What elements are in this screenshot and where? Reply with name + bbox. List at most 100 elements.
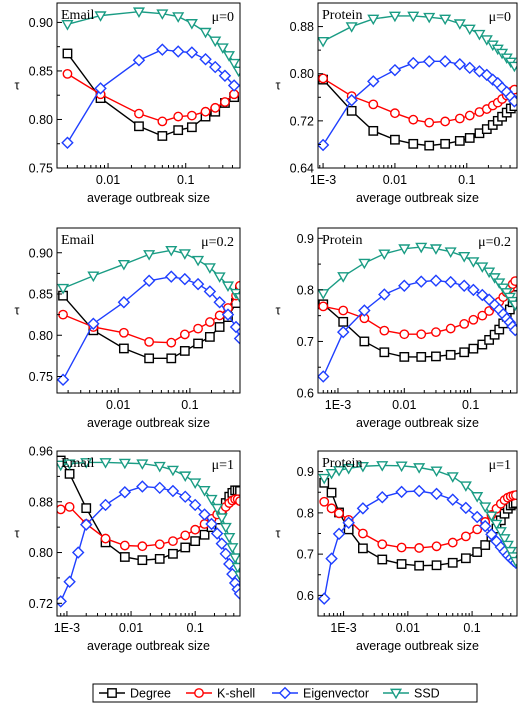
data-point-ssd bbox=[99, 458, 112, 469]
data-point-k-shell bbox=[510, 276, 517, 287]
series-k-shell bbox=[318, 276, 517, 340]
legend-label: Degree bbox=[130, 687, 171, 701]
data-point-ssd bbox=[87, 271, 100, 283]
data-point-eigenvector bbox=[221, 308, 235, 321]
data-point-eigenvector bbox=[71, 546, 85, 559]
data-point-ssd bbox=[192, 255, 205, 267]
data-point-degree bbox=[396, 559, 407, 569]
data-point-ssd bbox=[429, 244, 442, 255]
y-tick-label: 0.88 bbox=[29, 495, 53, 509]
data-point-ssd bbox=[185, 19, 198, 30]
data-point-k-shell bbox=[454, 113, 465, 124]
plot-area bbox=[57, 245, 240, 387]
chart-panel-3: 0.75 0.80 0.85 0.90 0.01 0.1 average outbreak … bbox=[15, 227, 241, 430]
series-eigenvector bbox=[61, 43, 240, 150]
data-point-k-shell bbox=[144, 336, 155, 347]
data-point-ssd bbox=[473, 29, 486, 41]
x-axis-label: average outbreak size bbox=[356, 416, 479, 430]
data-point-degree bbox=[359, 336, 370, 347]
x-tick-label: 0.1 bbox=[458, 173, 475, 187]
data-point-ssd bbox=[153, 461, 166, 473]
data-point-ssd bbox=[63, 459, 76, 470]
data-point-degree bbox=[346, 105, 357, 116]
data-point-degree bbox=[368, 125, 379, 136]
y-tick-label: 0.9 bbox=[297, 465, 314, 479]
data-point-eigenvector bbox=[63, 575, 76, 588]
data-point-ssd bbox=[430, 466, 443, 478]
data-point-eigenvector bbox=[61, 136, 74, 150]
data-point-k-shell bbox=[334, 508, 344, 519]
data-point-ssd bbox=[221, 281, 235, 292]
data-point-eigenvector bbox=[209, 60, 222, 74]
chart-panel-1: 0.75 0.80 0.85 0.90 0.01 0.1 average outbreak … bbox=[15, 2, 241, 205]
data-point-k-shell bbox=[440, 116, 451, 127]
data-point-eigenvector bbox=[118, 486, 132, 499]
data-point-degree bbox=[134, 121, 144, 132]
y-tick-label: 0.8 bbox=[297, 283, 314, 297]
data-point-k-shell bbox=[204, 317, 215, 327]
data-point-eigenvector bbox=[156, 43, 169, 56]
data-point-ssd bbox=[166, 465, 179, 477]
data-point-ssd bbox=[198, 486, 211, 497]
plot-area bbox=[318, 461, 517, 605]
panel-title: Protein bbox=[322, 8, 362, 23]
y-axis-label: τ bbox=[276, 79, 281, 93]
data-point-ssd bbox=[231, 562, 240, 574]
data-point-degree bbox=[468, 343, 479, 354]
data-point-ssd bbox=[228, 58, 240, 70]
data-point-ssd bbox=[223, 532, 236, 544]
legend-item-degree: Degree bbox=[99, 687, 171, 701]
data-point-eigenvector bbox=[429, 274, 443, 287]
y-tick-label: 0.80 bbox=[29, 546, 53, 560]
data-point-k-shell bbox=[358, 528, 368, 539]
data-point-eigenvector bbox=[142, 274, 156, 288]
y-axis-label: τ bbox=[15, 527, 20, 541]
data-point-eigenvector bbox=[508, 95, 517, 108]
data-point-ssd bbox=[332, 466, 346, 477]
data-point-ssd bbox=[165, 245, 178, 257]
x-tick-label: 0.01 bbox=[392, 398, 416, 412]
data-point-k-shell bbox=[472, 524, 483, 535]
data-point-ssd bbox=[229, 553, 240, 564]
data-point-ssd bbox=[490, 519, 503, 531]
y-tick-label: 0.9 bbox=[297, 232, 314, 246]
data-point-ssd bbox=[57, 460, 67, 472]
series-ssd bbox=[318, 242, 517, 312]
data-point-eigenvector bbox=[422, 55, 436, 68]
mu-label: μ=0 bbox=[212, 10, 234, 25]
x-tick-label: 0.01 bbox=[119, 621, 143, 635]
data-point-k-shell bbox=[58, 309, 68, 320]
data-point-degree bbox=[431, 351, 441, 362]
y-tick-label: 0.80 bbox=[290, 67, 314, 81]
x-tick-label: 0.1 bbox=[462, 398, 479, 412]
panel-title: Protein bbox=[322, 233, 362, 248]
x-tick-label: 1E-3 bbox=[325, 398, 351, 412]
data-point-k-shell bbox=[100, 533, 111, 544]
data-point-eigenvector bbox=[213, 296, 226, 309]
series-eigenvector bbox=[57, 270, 240, 387]
x-tick-label: 0.1 bbox=[177, 173, 194, 187]
x-tick-label: 0.01 bbox=[106, 398, 130, 412]
panel-title: Email bbox=[61, 456, 95, 471]
data-point-ssd bbox=[444, 247, 457, 258]
data-point-degree bbox=[137, 555, 148, 566]
x-tick-label: 0.01 bbox=[396, 621, 420, 635]
data-point-ssd bbox=[479, 502, 492, 513]
data-point-k-shell bbox=[447, 537, 458, 548]
data-point-degree bbox=[144, 353, 155, 364]
data-point-eigenvector bbox=[117, 296, 131, 309]
data-point-ssd bbox=[463, 24, 476, 36]
data-point-k-shell bbox=[318, 301, 329, 312]
data-point-k-shell bbox=[390, 108, 400, 119]
plot-frame bbox=[56, 2, 241, 169]
data-point-ssd bbox=[178, 249, 191, 260]
y-tick-label: 0.8 bbox=[297, 506, 314, 520]
data-point-degree bbox=[186, 122, 197, 133]
data-point-eigenvector bbox=[132, 54, 146, 67]
data-point-eigenvector bbox=[342, 516, 355, 530]
data-point-ssd bbox=[453, 19, 466, 30]
plot-frame bbox=[56, 227, 241, 394]
series-ssd bbox=[57, 245, 240, 304]
y-tick-label: 0.80 bbox=[29, 329, 53, 343]
